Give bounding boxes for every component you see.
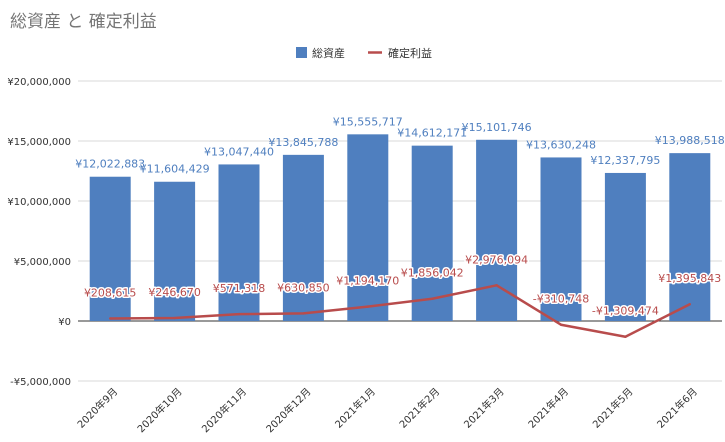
bar-data-label: ¥14,612,171	[397, 127, 467, 140]
profit-point	[237, 312, 241, 316]
bar-data-label: ¥13,845,788	[268, 136, 338, 149]
bar-data-label: ¥11,604,429	[140, 163, 210, 176]
profit-point	[366, 305, 369, 308]
x-tick-label: 2021年1月	[332, 385, 378, 431]
legend-label-profit: 確定利益	[388, 46, 432, 60]
bar	[347, 134, 389, 321]
bar	[154, 181, 196, 321]
x-tick-label: 2020年10月	[134, 385, 184, 435]
bar	[476, 139, 518, 321]
bar-data-label: ¥13,630,248	[526, 138, 596, 151]
y-tick-label: ¥15,000,000	[7, 137, 71, 148]
x-axis: 2020年9月 2020年10月 2020年11月 2020年12月 2021年1月 20…	[74, 385, 699, 435]
bar	[669, 153, 711, 321]
bar-data-label: ¥12,022,883	[75, 158, 145, 171]
x-tick-label: 2021年3月	[461, 385, 507, 431]
legend-label-assets: 総資産	[312, 46, 345, 60]
profit-point	[559, 323, 563, 326]
y-tick-label: ¥10,000,000	[7, 197, 71, 208]
y-tick-label: ¥0	[58, 317, 71, 328]
bar-data-label: ¥15,555,717	[333, 115, 403, 128]
profit-data-label: ¥630,850	[277, 281, 330, 294]
profit-series-line	[110, 284, 691, 338]
profit-point	[688, 303, 691, 306]
profit-data-label: ¥246,670	[148, 286, 201, 299]
bar	[282, 154, 324, 321]
profit-data-label: -¥310,748	[533, 293, 589, 306]
x-tick-label: 2021年2月	[396, 385, 442, 431]
profit-data-label: ¥1,395,843	[658, 272, 721, 285]
bar-labels: ¥12,022,883¥11,604,429 ¥13,047,440¥13,845…	[75, 115, 725, 175]
profit-point	[302, 312, 305, 315]
x-tick-label: 2021年6月	[654, 385, 700, 431]
profit-point	[109, 317, 112, 320]
bar-data-label: ¥13,988,518	[655, 134, 725, 147]
y-tick-label: -¥5,000,000	[10, 377, 71, 388]
bar	[604, 172, 646, 321]
x-tick-label: 2020年12月	[263, 385, 313, 435]
x-tick-label: 2020年11月	[199, 385, 249, 435]
bar	[540, 157, 582, 321]
x-tick-label: 2021年4月	[525, 385, 571, 431]
profit-point	[624, 335, 627, 338]
profit-data-label: ¥2,976,094	[465, 253, 528, 266]
profit-data-label: ¥1,856,042	[401, 267, 464, 280]
profit-point	[495, 284, 498, 287]
bar-data-label: ¥15,101,746	[462, 121, 532, 134]
profit-data-label: ¥571,318	[213, 282, 266, 295]
y-tick-label: ¥20,000,000	[7, 77, 71, 88]
legend: 総資産 確定利益	[296, 46, 432, 60]
bar	[411, 145, 453, 321]
profit-point	[173, 316, 176, 320]
profit-data-label: -¥1,309,474	[592, 305, 659, 318]
bar-data-label: ¥13,047,440	[204, 145, 274, 158]
chart-title: 総資産 と 確定利益	[10, 12, 157, 32]
bars	[89, 134, 711, 321]
profit-line	[109, 284, 691, 338]
bar-data-label: ¥12,337,795	[590, 154, 660, 167]
bar	[89, 176, 131, 321]
x-tick-label: 2020年9月	[74, 385, 120, 431]
bar	[218, 164, 260, 321]
profit-point	[431, 297, 434, 300]
y-axis: ¥20,000,000 ¥15,000,000 ¥10,000,000 ¥5,000,…	[7, 77, 71, 388]
x-tick-label: 2021年5月	[590, 385, 636, 431]
profit-data-label: ¥1,194,170	[336, 275, 399, 288]
line-labels: ¥208,615 ¥246,670 ¥571,318 ¥630,850 ¥1,194,1…	[82, 252, 722, 319]
profit-data-label: ¥208,615	[84, 286, 137, 299]
y-tick-label: ¥5,000,000	[14, 257, 71, 268]
legend-swatch-assets	[296, 47, 307, 58]
